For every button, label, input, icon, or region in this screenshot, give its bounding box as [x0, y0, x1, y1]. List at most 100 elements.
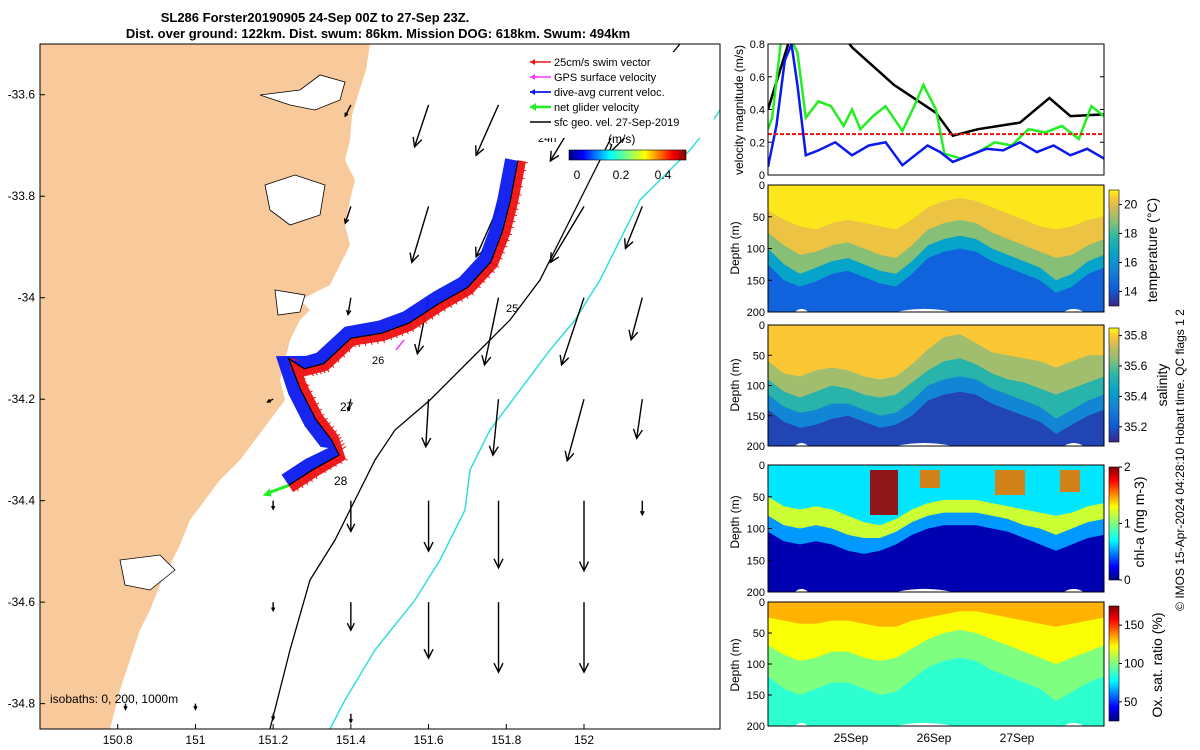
swim-vector-tick [414, 318, 421, 328]
geo-velocity-arrowhead [123, 705, 128, 711]
map-frame [39, 43, 721, 730]
oxygen-colorbar-tick-label: 100 [1124, 657, 1144, 671]
geo-velocity-arrow [347, 297, 352, 315]
oxygen-colorbar-tick-label: 50 [1124, 695, 1138, 709]
swim-vector-tick [381, 333, 385, 344]
swim-vector-tick [321, 421, 331, 429]
swim-vector-tick [461, 290, 469, 299]
geo-velocity-arrowhead [193, 705, 198, 711]
oxygen-ytick-label: 100 [747, 659, 765, 671]
swim-vector-tick [306, 473, 313, 483]
chl-colorbar-tick-label: 0 [1124, 573, 1131, 587]
swim-vector-tick [323, 363, 330, 373]
chl-data-gap-2 [1063, 588, 1084, 592]
temperature-colorbar-label: temperature (°C) [1144, 198, 1160, 302]
swim-vector-tick [328, 358, 335, 368]
salinity-ylabel: Depth (m) [728, 358, 742, 411]
temperature-ytick-label: 50 [753, 212, 765, 224]
oxygen-data-gap-2 [1063, 722, 1084, 726]
swim-vector-tick [495, 249, 506, 254]
geo-velocity-arrowhead [564, 450, 575, 463]
geo-velocity-arrow [425, 399, 430, 447]
chl-panel: 0 50 100 150 200 Depth (m) 0 1 2 chl-a (mg m-3… [728, 460, 1147, 599]
chl-y-axis: 0 50 100 150 200 [747, 460, 772, 599]
chl-ytick-label: 150 [747, 555, 765, 567]
swim-vector-tick [503, 225, 514, 229]
speed-colorbar-tick-2: 0.4 [655, 168, 672, 182]
geo-velocity-arrowhead [345, 309, 352, 317]
swim-vector-tick [362, 336, 367, 347]
salinity-colorbar-tick-label: 35.6 [1124, 359, 1148, 373]
swim-vector-tick [309, 402, 320, 408]
geo-velocity-arrowhead [549, 150, 560, 163]
oxygen-data-gap-0 [794, 722, 809, 726]
geo-velocity-arrow [347, 399, 352, 411]
track-label-28: 28 [334, 474, 348, 488]
swim-vector-tick [328, 430, 338, 437]
swim-vector-tick [300, 384, 310, 390]
velocity-series-1 [768, 44, 1104, 160]
geo-velocity-arrowhead [632, 428, 643, 440]
chl-colorbar-tick-label: 1 [1124, 517, 1131, 531]
swim-vector-band [288, 160, 526, 493]
swim-vector-tick [427, 310, 434, 320]
swim-vector-tick [338, 454, 348, 461]
swim-vector-tick [315, 413, 325, 420]
track-label-27: 27 [340, 400, 354, 414]
swim-vector-tick [467, 287, 475, 296]
swim-vector-tick [392, 328, 398, 339]
swim-vector-tick [502, 231, 513, 236]
swim-vector-tick [511, 192, 522, 196]
geo-velocity-arrow [483, 297, 500, 366]
net-velocity-arrowhead [262, 488, 272, 497]
salinity-ytick-label: 50 [753, 350, 765, 362]
swim-vector-tick [288, 358, 299, 361]
salinity-layer-3 [768, 391, 1104, 446]
oxygen-ytick-label: 50 [753, 628, 765, 640]
chl-colorbar-label: chl-a (mg m-3) [1131, 476, 1147, 567]
temperature-colorbar-ticks: 14 16 18 20 [1119, 198, 1138, 299]
swim-vector-tick [311, 366, 318, 376]
swim-vector-tick [514, 176, 525, 180]
legend-label-swim: 25cm/s swim vector [554, 57, 651, 69]
swim-vector-tick [302, 368, 305, 379]
chl-colorbar-ticks: 0 1 2 [1119, 460, 1131, 587]
temperature-data-gap-0 [794, 308, 809, 312]
chl-section [768, 465, 1104, 592]
geo-velocity-arrow [492, 399, 500, 456]
swim-vector-tick [290, 364, 301, 368]
temperature-data-gap-2 [1063, 308, 1084, 312]
chl-layer-2 [768, 525, 1104, 592]
salinity-colorbar-tick-label: 35.8 [1124, 329, 1148, 343]
swim-vector-tick [439, 302, 446, 312]
title-line2: Dist. over ground: 122km. Dist. swum: 86… [126, 26, 630, 41]
speed-colorbar-ramp [568, 149, 687, 161]
chl-colorbar-tick-label: 2 [1124, 460, 1131, 474]
legend-item-net: net glider velocity [530, 102, 639, 114]
geo-velocity-arrow [624, 206, 643, 249]
dive-avg-current-band [275, 158, 518, 486]
map-xtick-label: 151.2 [258, 733, 288, 747]
swim-vector-tick [333, 457, 343, 464]
geo-velocity-arrow [344, 104, 352, 117]
map-xtick-label: 151.8 [491, 733, 521, 747]
geo-velocity-arrow [413, 104, 430, 148]
geo-velocity-arrowhead [578, 561, 590, 573]
salinity-colorbar [1108, 327, 1120, 443]
temperature-colorbar [1108, 189, 1120, 307]
salinity-colorbar-ticks: 35.2 35.4 35.6 35.8 [1119, 329, 1148, 434]
swim-vector-tick [293, 370, 304, 374]
geo-velocity-arrowhead [639, 510, 645, 517]
geo-velocity-arrowhead [344, 112, 349, 118]
legend-item-dive-avg: dive-avg current veloc. [530, 87, 665, 99]
salinity-colorbar-tick-label: 35.2 [1124, 420, 1148, 434]
geo-velocity-arrow [630, 297, 643, 340]
oxygen-colorbar-tick-label: 150 [1124, 618, 1144, 632]
chl-ylabel: Depth (m) [728, 495, 742, 548]
map-ytick-label: -34.6 [8, 595, 36, 609]
swim-vector-tick [433, 306, 440, 316]
title-line1: SL286 Forster20190905 24-Sep 00Z to 27-S… [161, 10, 470, 25]
oxygen-section [768, 602, 1104, 726]
